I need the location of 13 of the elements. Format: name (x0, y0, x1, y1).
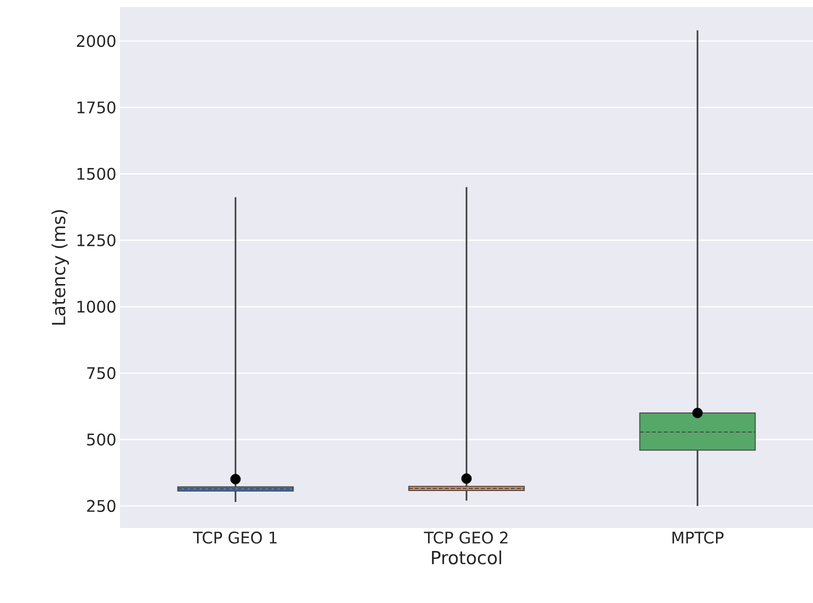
x-axis-title: Protocol (432, 550, 502, 564)
y-axis-title: Latency (ms) (51, 210, 69, 325)
y-tick-label: 750 (87, 367, 116, 380)
x-tick-label: MPTCP (672, 532, 724, 544)
y-tick-label: 1750 (78, 101, 116, 114)
y-tick-label: 2000 (76, 34, 116, 48)
x-tick-label: TCP GEO 2 (424, 532, 508, 544)
y-tick-label: 1250 (78, 234, 116, 246)
x-tick-label: TCP GEO 1 (192, 532, 277, 544)
y-tick-label: 1000 (78, 300, 116, 313)
y-tick-label: 1500 (78, 168, 116, 180)
y-tick-label: 500 (87, 433, 116, 446)
y-tick-label: 250 (87, 500, 116, 512)
